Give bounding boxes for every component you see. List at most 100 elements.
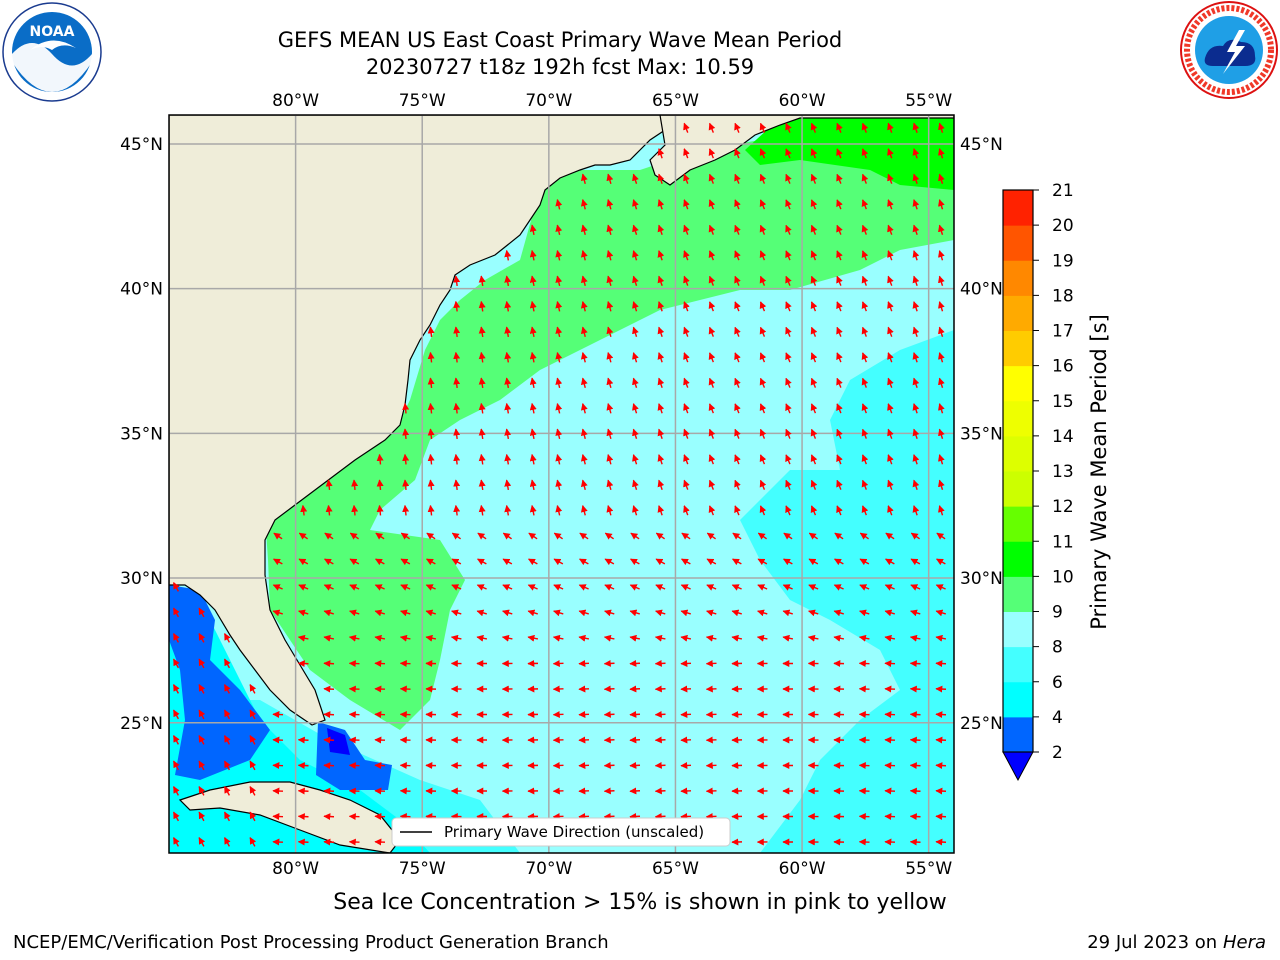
wave-arrow [400,558,411,566]
wave-arrow [757,584,768,591]
wave-arrow [785,326,792,337]
wave-arrow [759,479,767,490]
wave-arrow [349,584,360,591]
wave-arrow [528,532,538,540]
legend-box [391,817,731,847]
wave-arrow [810,148,818,159]
wave-arrow [887,122,894,133]
wave-arrow [734,301,741,312]
wave-arrow [861,199,869,210]
wave-arrow [734,454,741,465]
wave-arrow [910,532,921,540]
lon-tick-labels-bottom: 80°W 75°W 70°W 65°W 60°W 55°W [272,859,952,879]
wave-arrow [734,250,741,261]
wave-arrow [834,558,844,566]
wave-arrow [555,198,563,210]
wave-arrow [938,454,945,465]
wave-arrow [172,734,180,745]
wave-arrow [425,609,436,617]
wave-arrow [731,634,743,642]
period-band-9 [265,118,954,730]
period-band-4 [169,585,270,780]
wave-arrow [632,454,639,465]
wave-arrow [249,683,257,694]
wave-arrow [836,122,843,133]
wave-arrow [836,428,843,439]
wave-arrow [273,532,283,540]
wave-arrow [578,634,590,642]
wave-arrow [453,453,461,465]
wave-arrow [836,148,843,159]
colorbar-tick-label: 20 [1052,216,1074,236]
wave-arrow [938,377,945,388]
wave-arrow [376,479,384,491]
lat-tick-label: 30°N [960,569,1003,589]
wave-arrow [887,173,894,184]
wave-arrow [198,760,206,771]
colorbar-tick-label: 6 [1052,673,1063,693]
wave-arrow [836,479,843,490]
wave-arrow [529,377,537,389]
wave-arrow [527,634,539,642]
wave-arrow [785,479,792,490]
wave-arrow [810,275,818,286]
wave-arrow [912,275,920,286]
wave-arrow [938,505,945,516]
wave-arrow [935,634,947,642]
wave-arrow [785,250,792,261]
wave-arrow [529,402,537,414]
wave-arrow [759,352,767,363]
wave-arrow [734,403,741,414]
wave-arrow [657,224,665,235]
wave-arrow [198,658,206,669]
wave-arrow [657,505,665,516]
footer-branch: NCEP/EMC/Verification Post Processing Pr… [13,932,609,953]
colorbar-tick-label: 8 [1052,638,1063,658]
lat-tick-label: 25°N [120,714,163,734]
colorbar-tick-label: 15 [1052,392,1074,412]
lon-tick-labels-top: 80°W 75°W 70°W 65°W 60°W 55°W [272,91,952,111]
wave-arrow [630,558,640,566]
wave-arrow [427,453,435,465]
wave-arrow [425,584,436,591]
wave-arrow [887,428,894,439]
wave-arrow [324,532,334,540]
wave-arrow [938,326,945,337]
wave-arrow [734,148,741,159]
lat-tick-label: 40°N [120,280,163,300]
wave-arrow [759,326,767,337]
wave-arrow [936,532,946,540]
wave-arrow [708,250,716,261]
wave-arrow [785,403,792,414]
wave-arrow [351,479,359,491]
wave-arrow [657,301,665,312]
wave-arrow [757,558,768,566]
wave-arrow [478,453,486,465]
wave-arrow [708,275,716,286]
wave-arrow [504,351,512,363]
wave-arrow [476,609,487,617]
wave-arrow [734,428,741,439]
wave-arrow [910,584,921,591]
colorbar-segment [1003,611,1033,648]
wave-arrow [427,326,435,338]
wave-arrow [198,683,206,694]
wave-arrow [885,532,895,540]
wave-arrow [759,428,767,439]
wave-arrow [402,402,410,414]
wave-arrow [833,634,845,642]
wave-arrow [938,428,945,439]
wave-arrow [632,199,639,210]
wave-arrow [708,428,716,439]
wave-arrow [555,377,563,389]
wave-arrow [529,453,537,465]
wave-arrow [606,479,614,490]
noaa-logo-text: NOAA [30,24,75,40]
wave-arrow [759,173,767,184]
noaa-logo-icon: NOAA [2,2,102,102]
wave-arrow [298,584,309,591]
wave-arrow [606,454,614,465]
wave-arrow [400,532,411,540]
wave-arrow [478,504,486,516]
